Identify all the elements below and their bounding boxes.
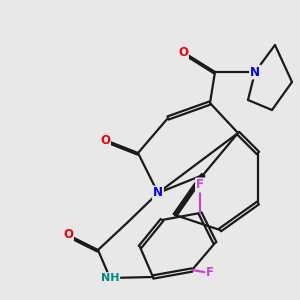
Text: F: F <box>206 266 214 280</box>
Text: F: F <box>196 178 204 191</box>
Text: N: N <box>153 187 163 200</box>
Text: N: N <box>250 65 260 79</box>
Text: O: O <box>178 46 188 59</box>
Text: NH: NH <box>101 273 119 283</box>
Text: O: O <box>100 134 110 146</box>
Text: O: O <box>63 229 73 242</box>
